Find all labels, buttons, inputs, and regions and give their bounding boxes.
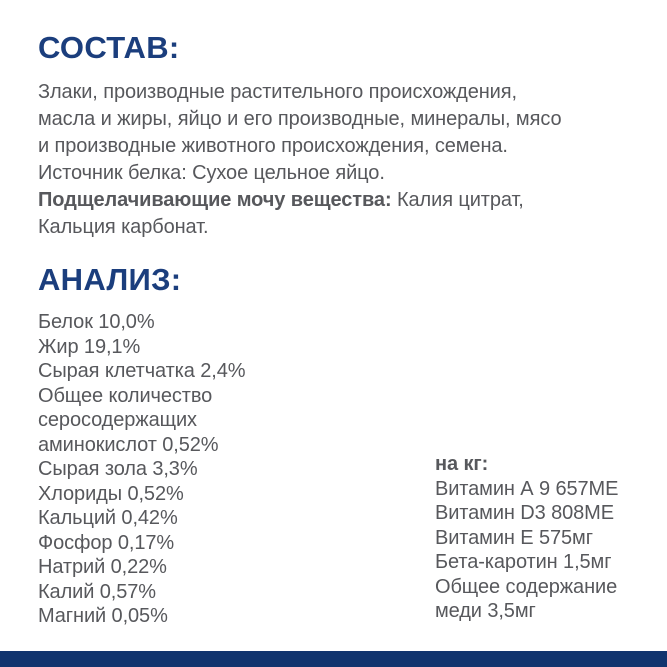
analysis-item: аминокислот 0,52%: [38, 433, 219, 456]
analysis-item: Натрий 0,22%: [38, 556, 167, 578]
analysis-heading: АНАЛИЗ:: [38, 262, 182, 297]
alkalizing-substances-value: Калия цитрат, Кальция карбонат.: [38, 189, 524, 238]
analysis-item: серосодержащих: [38, 409, 197, 431]
analysis-item: Хлориды 0,52%: [38, 482, 184, 505]
analysis-item: Сырая зола 3,3%: [38, 458, 198, 480]
analysis-item: Калий 0,57%: [38, 580, 156, 603]
composition-body: Злаки, производные растительного происхо…: [38, 81, 562, 184]
per-kg-item: Витамин Е 575мг: [435, 526, 593, 549]
per-kg-item: Общее содержание: [435, 575, 618, 598]
analysis-item: Общее количество: [38, 384, 213, 407]
bottom-bar: [0, 651, 667, 667]
per-kg-item: Витамин D3 808МЕ: [435, 502, 614, 524]
composition-heading: СОСТАВ:: [38, 30, 180, 65]
composition-text: Злаки, производные растительного происхо…: [38, 79, 648, 241]
analysis-item: Фосфор 0,17%: [38, 531, 175, 554]
per-kg-item: Витамин А 9 657МЕ: [435, 477, 619, 500]
per-kg-column: на кг: Витамин А 9 657МЕ Витамин D3 808МЕ…: [435, 452, 665, 624]
per-kg-item: меди 3,5мг: [435, 600, 536, 622]
analysis-item: Жир 19,1%: [38, 335, 141, 358]
analysis-section: АНАЛИЗ: Белок 10,0% Жир 19,1% Сырая клетча…: [38, 262, 438, 629]
per-kg-item: Бета-каротин 1,5мг: [435, 551, 612, 573]
per-kg-list: Витамин А 9 657МЕ Витамин D3 808МЕ Витамин…: [435, 477, 665, 624]
alkalizing-substances-label: Подщелачивающие мочу вещества:: [38, 189, 392, 211]
analysis-item: Кальций 0,42%: [38, 507, 178, 529]
analysis-item: Сырая клетчатка 2,4%: [38, 360, 246, 382]
analysis-list: Белок 10,0% Жир 19,1% Сырая клетчатка 2,4%…: [38, 310, 438, 629]
composition-section: СОСТАВ: Злаки, производные растительного…: [38, 30, 648, 241]
per-kg-label: на кг:: [435, 453, 489, 475]
analysis-item: Магний 0,05%: [38, 605, 168, 627]
analysis-item: Белок 10,0%: [38, 311, 155, 333]
